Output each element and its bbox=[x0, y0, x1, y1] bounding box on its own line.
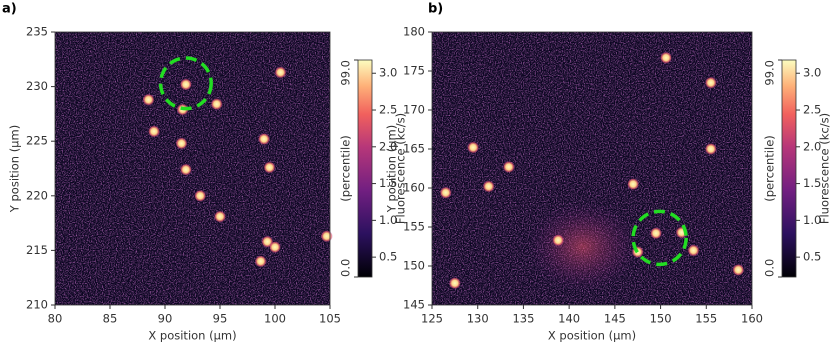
colorbar-tick-label: 0.5 bbox=[379, 250, 397, 264]
x-tick-label: 160 bbox=[741, 312, 763, 326]
spot bbox=[449, 277, 461, 289]
percentile-tick-label: 99.0 bbox=[339, 60, 353, 86]
y-tick-label: 150 bbox=[403, 259, 425, 273]
spot bbox=[660, 52, 672, 64]
spot bbox=[143, 94, 155, 106]
noise bbox=[55, 32, 330, 305]
y-tick-label: 215 bbox=[26, 243, 48, 257]
spot bbox=[552, 234, 564, 246]
spot bbox=[214, 211, 226, 223]
y-tick-label: 220 bbox=[26, 188, 48, 202]
y-tick-label: 210 bbox=[26, 298, 48, 312]
colorbar-tick-label: 3.0 bbox=[379, 66, 397, 80]
spot bbox=[650, 227, 662, 239]
spot bbox=[275, 66, 287, 78]
spot bbox=[148, 125, 160, 137]
y-tick-label: 145 bbox=[403, 298, 425, 312]
spot bbox=[176, 137, 188, 149]
spot bbox=[705, 143, 717, 155]
x-tick-label: 135 bbox=[512, 312, 534, 326]
y-tick-label: 175 bbox=[403, 64, 425, 78]
x-tick-label: 105 bbox=[319, 312, 341, 326]
y-axis-label: Y position (µm) bbox=[385, 125, 399, 213]
spot bbox=[180, 78, 192, 90]
panel-label: a) bbox=[2, 2, 17, 17]
y-tick-label: 160 bbox=[403, 181, 425, 195]
y-tick-label: 230 bbox=[26, 79, 48, 93]
spot bbox=[269, 241, 281, 253]
spot bbox=[732, 264, 744, 276]
spot bbox=[258, 133, 270, 145]
x-tick-label: 100 bbox=[264, 312, 286, 326]
panel-label: b) bbox=[428, 2, 443, 17]
spot bbox=[440, 187, 452, 199]
y-tick-label: 165 bbox=[403, 142, 425, 156]
y-tick-label: 155 bbox=[403, 220, 425, 234]
percentile-tick-label: 0.0 bbox=[763, 259, 777, 277]
x-tick-label: 125 bbox=[421, 312, 443, 326]
diffuse-glow bbox=[528, 202, 638, 292]
x-tick-label: 150 bbox=[650, 312, 672, 326]
x-tick-label: 80 bbox=[48, 312, 63, 326]
colorbar-tick-label: 0.5 bbox=[803, 250, 821, 264]
x-tick-label: 130 bbox=[467, 312, 489, 326]
x-tick-label: 95 bbox=[213, 312, 228, 326]
y-tick-label: 170 bbox=[403, 103, 425, 117]
y-axis-label: Y position (µm) bbox=[8, 125, 22, 213]
percentile-tick-label: 99.0 bbox=[763, 60, 777, 86]
spot bbox=[687, 244, 699, 256]
spot bbox=[321, 230, 333, 242]
y-tick-label: 180 bbox=[403, 25, 425, 39]
spot bbox=[467, 141, 479, 153]
spot bbox=[483, 180, 495, 192]
colorbar-label: Fluorescence (kc/s) bbox=[818, 113, 830, 224]
colorbar bbox=[358, 60, 372, 277]
spot bbox=[180, 164, 192, 176]
spot bbox=[194, 190, 206, 202]
spot bbox=[705, 77, 717, 89]
y-tick-label: 235 bbox=[26, 25, 48, 39]
x-axis-label: X position (µm) bbox=[548, 329, 636, 343]
x-tick-label: 140 bbox=[558, 312, 580, 326]
spot bbox=[211, 98, 223, 110]
x-tick-label: 85 bbox=[103, 312, 118, 326]
spot bbox=[627, 178, 639, 190]
x-tick-label: 155 bbox=[695, 312, 717, 326]
colorbar bbox=[782, 60, 796, 277]
spot bbox=[264, 161, 276, 173]
colorbar-tick-label: 3.0 bbox=[803, 66, 821, 80]
percentile-tick-label: 0.0 bbox=[339, 259, 353, 277]
colorbar-sublabel: (percentile) bbox=[763, 135, 777, 201]
x-tick-label: 145 bbox=[604, 312, 626, 326]
colorbar-sublabel: (percentile) bbox=[339, 135, 353, 201]
x-axis-label: X position (µm) bbox=[148, 329, 236, 343]
spot bbox=[503, 161, 515, 173]
spot bbox=[255, 255, 267, 267]
x-tick-label: 90 bbox=[158, 312, 173, 326]
y-tick-label: 225 bbox=[26, 134, 48, 148]
